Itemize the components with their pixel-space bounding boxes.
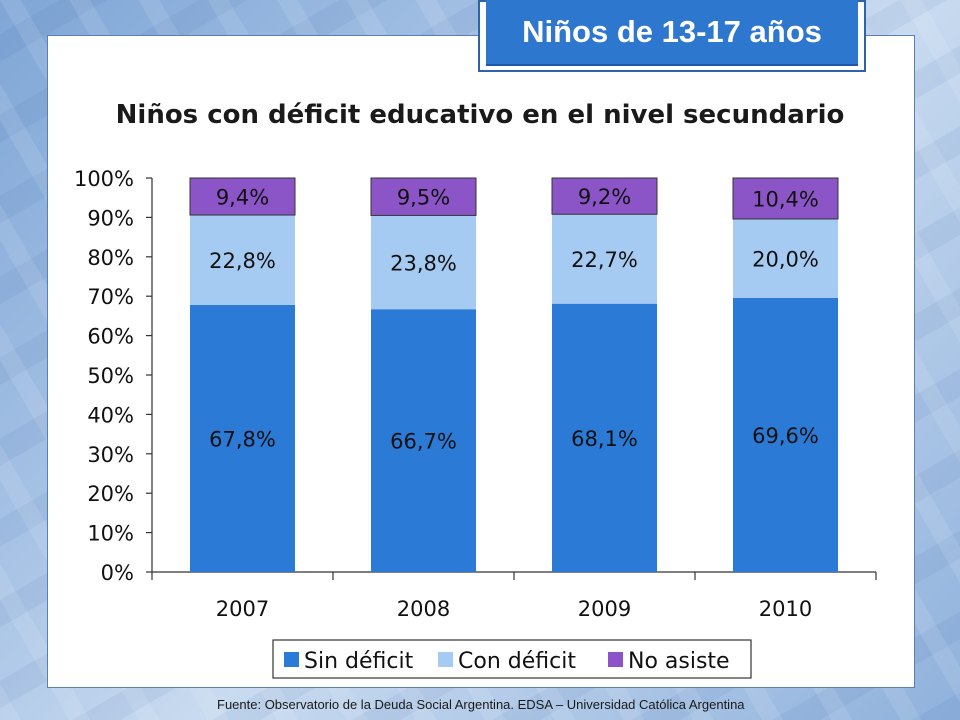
bar-no-asiste-2007	[189, 177, 296, 216]
data-label: 66,7%	[390, 430, 457, 454]
y-tick-label: 10%	[87, 522, 134, 546]
legend-swatch	[438, 652, 453, 667]
y-tick-label: 50%	[87, 364, 134, 388]
bar-con-d-ficit-2007	[190, 215, 295, 305]
y-tick-label: 90%	[87, 206, 134, 230]
y-tick-label: 0%	[101, 561, 134, 585]
y-tick-label: 20%	[87, 482, 134, 506]
legend-swatch	[608, 652, 623, 667]
data-label: 9,4%	[216, 186, 269, 210]
y-tick-label: 100%	[74, 167, 134, 191]
data-label: 10,4%	[752, 187, 819, 211]
bar-sin-d-ficit-2008	[371, 309, 476, 572]
bar-no-asiste-2009	[551, 177, 658, 215]
legend-box	[272, 639, 752, 679]
y-tick-label: 60%	[87, 325, 134, 349]
legend-label: Sin déficit	[304, 649, 414, 674]
x-tick-label: 2010	[759, 597, 812, 621]
data-label: 9,2%	[578, 185, 631, 209]
x-tick-label: 2008	[397, 597, 450, 621]
y-tick-label: 40%	[87, 403, 134, 427]
y-tick-label: 80%	[87, 246, 134, 270]
legend-swatch	[284, 652, 299, 667]
y-tick-label: 30%	[87, 443, 134, 467]
bar-con-d-ficit-2008	[371, 215, 476, 310]
bar-con-d-ficit-2010	[733, 218, 838, 298]
bar-sin-d-ficit-2007	[190, 304, 295, 572]
legend-label: No asiste	[628, 649, 730, 674]
data-label: 67,8%	[209, 427, 276, 451]
bar-no-asiste-2008	[370, 177, 477, 216]
bar-no-asiste-2010	[732, 177, 839, 220]
data-label: 9,5%	[397, 186, 450, 210]
legend-label: Con déficit	[458, 649, 576, 674]
x-tick-label: 2009	[578, 597, 631, 621]
source-note: Fuente: Observatorio de la Deuda Social …	[217, 697, 745, 712]
data-label: 22,7%	[571, 248, 638, 272]
data-label: 68,1%	[571, 427, 638, 451]
data-label: 69,6%	[752, 424, 819, 448]
data-label: 22,8%	[209, 249, 276, 273]
bar-sin-d-ficit-2009	[552, 303, 657, 572]
data-label: 20,0%	[752, 247, 819, 271]
age-group-badge: Niños de 13-17 años	[486, 0, 858, 66]
bar-sin-d-ficit-2010	[733, 297, 838, 572]
y-tick-label: 70%	[87, 285, 134, 309]
x-tick-label: 2007	[216, 597, 269, 621]
data-label: 23,8%	[390, 251, 457, 275]
chart-title: Niños con déficit educativo en el nivel …	[115, 100, 845, 130]
bar-con-d-ficit-2009	[552, 214, 657, 304]
